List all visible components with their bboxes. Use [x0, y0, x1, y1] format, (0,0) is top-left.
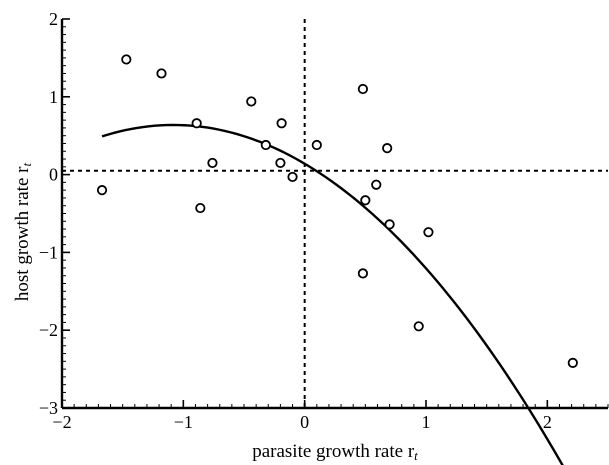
data-point [423, 227, 434, 238]
data-point [246, 96, 257, 107]
data-point [384, 219, 395, 230]
data-point [191, 118, 202, 129]
data-point [96, 185, 108, 196]
data-point [156, 68, 167, 79]
x-tick-label: −2 [52, 412, 71, 432]
data-point [287, 171, 298, 183]
axis-ticks [61, 18, 609, 409]
reference-lines [62, 19, 608, 408]
data-point [413, 321, 424, 332]
y-tick-label: 1 [49, 87, 58, 107]
y-tick-label: −1 [39, 242, 58, 262]
quadratic-fit-curve [101, 123, 564, 465]
data-point [195, 202, 206, 214]
y-tick-label: −3 [39, 398, 58, 418]
data-point [567, 357, 578, 368]
data-point [357, 268, 369, 279]
data-points [96, 54, 578, 368]
y-tick-label: −2 [39, 320, 58, 340]
data-point [357, 83, 369, 95]
x-axis-label: parasite growth rate rt [252, 441, 418, 463]
data-point [275, 157, 286, 169]
x-tick-label: −1 [174, 412, 193, 432]
y-tick-label: 0 [49, 165, 58, 185]
data-point [260, 139, 271, 151]
data-point [276, 118, 287, 129]
y-axis-label: host growth rate rt [12, 163, 34, 302]
data-point [360, 195, 371, 206]
data-point [382, 143, 393, 154]
data-point [311, 139, 322, 151]
x-tick-label: 1 [422, 412, 431, 432]
x-tick-label: 0 [300, 412, 309, 432]
data-point [371, 179, 382, 190]
data-point [207, 157, 218, 169]
x-tick-label: 2 [543, 412, 552, 432]
plot-frame [60, 19, 608, 410]
y-tick-label: 2 [49, 9, 58, 29]
data-point [121, 54, 132, 65]
